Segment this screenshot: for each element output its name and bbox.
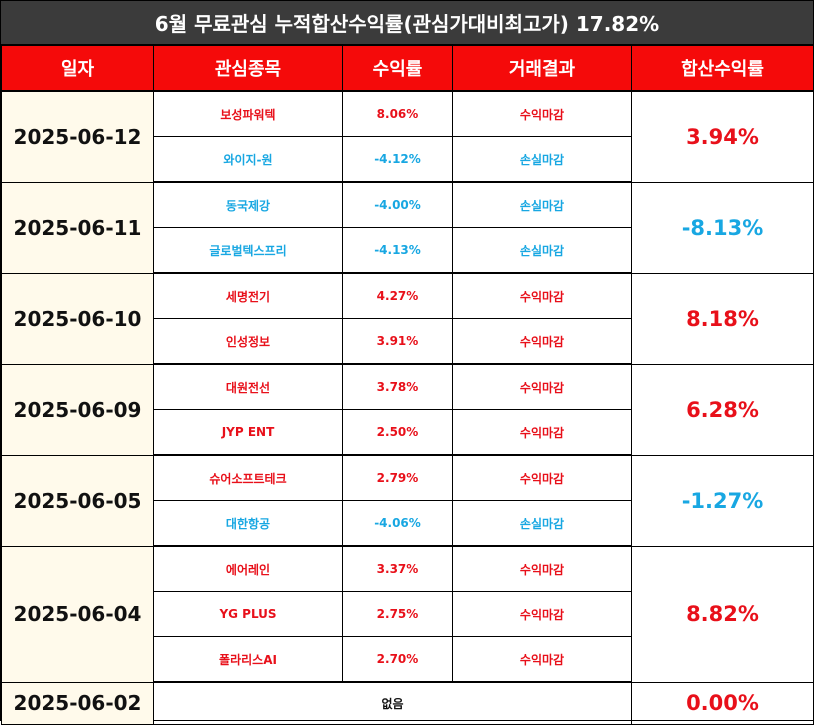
result-cell: 손실마감	[452, 136, 632, 183]
return-cell: 3.91%	[342, 318, 453, 365]
stock-name-cell: 에어레인	[153, 545, 343, 592]
returns-table: 일자 관심종목 수익률 거래결과 합산수익률 2025-06-12 보성파워텍 8.…	[1, 46, 814, 725]
total-return-cell: -1.27%	[631, 454, 814, 547]
stock-name-cell: YG PLUS	[153, 591, 343, 637]
return-cell: 4.27%	[342, 272, 453, 319]
table-body: 2025-06-12 보성파워텍 8.06% 수익마감 3.94% 와이지-원 -4.12%…	[1, 90, 814, 725]
stock-name-cell: 대원전선	[153, 363, 343, 410]
stock-name-cell: 와이지-원	[153, 136, 343, 183]
return-cell: -4.06%	[342, 500, 453, 547]
result-cell: 수익마감	[452, 636, 632, 683]
return-cell: 2.50%	[342, 409, 453, 456]
result-cell: 수익마감	[452, 545, 632, 592]
result-cell: 손실마감	[452, 181, 632, 228]
table-row: 인성정보 3.91% 수익마감	[2, 318, 814, 365]
result-cell: 손실마감	[452, 500, 632, 547]
table-row: 와이지-원 -4.12% 손실마감	[2, 136, 814, 183]
header-date: 일자	[1, 46, 154, 92]
table-row: 2025-06-12 보성파워텍 8.06% 수익마감 3.94%	[1, 90, 814, 183]
no-picks-cell: 없음	[153, 681, 632, 725]
return-cell: 2.79%	[342, 454, 453, 501]
result-cell: 수익마감	[452, 318, 632, 365]
return-cell: -4.13%	[342, 227, 453, 274]
stock-name-cell: JYP ENT	[153, 409, 343, 456]
header-total: 합산수익률	[631, 46, 814, 92]
date-cell: 2025-06-04	[1, 545, 154, 683]
result-cell: 수익마감	[452, 454, 632, 501]
stock-name-cell: 글로벌텍스프리	[153, 227, 343, 274]
stock-name-cell: 동국제강	[153, 181, 343, 228]
date-cell: 2025-06-12	[1, 90, 154, 183]
return-cell: 2.70%	[342, 636, 453, 683]
table-row: 2025-06-10 세명전기 4.27% 수익마감 8.18%	[1, 272, 814, 365]
table-row: 2025-06-02 없음 0.00%	[1, 681, 814, 725]
result-cell: 수익마감	[452, 90, 632, 137]
total-return-cell: 8.18%	[631, 272, 814, 365]
stock-name-cell: 보성파워텍	[153, 90, 343, 137]
stock-name-cell: 세명전기	[153, 272, 343, 319]
return-cell: 8.06%	[342, 90, 453, 137]
stock-name-cell: 폴라리스AI	[153, 636, 343, 683]
stock-name-cell: 인성정보	[153, 318, 343, 365]
table-row: 2025-06-09 대원전선 3.78% 수익마감 6.28%	[1, 363, 814, 456]
table-row: 대한항공 -4.06% 손실마감	[2, 500, 814, 547]
date-cell: 2025-06-05	[1, 454, 154, 547]
table-row: 2025-06-05 슈어소프트테크 2.79% 수익마감 -1.27%	[1, 454, 814, 547]
total-return-cell: 3.94%	[631, 90, 814, 183]
date-cell: 2025-06-09	[1, 363, 154, 456]
result-cell: 수익마감	[452, 591, 632, 637]
table-row: JYP ENT 2.50% 수익마감	[2, 409, 814, 456]
table-title: 6월 무료관심 누적합산수익률(관심가대비최고가) 17.82%	[1, 1, 813, 46]
header-result: 거래결과	[452, 46, 632, 92]
return-cell: 3.78%	[342, 363, 453, 410]
stock-name-cell: 대한항공	[153, 500, 343, 547]
table-row: 2025-06-11 동국제강 -4.00% 손실마감 -8.13%	[1, 181, 814, 274]
total-return-cell: 8.82%	[631, 545, 814, 683]
date-cell: 2025-06-11	[1, 181, 154, 274]
return-cell: 2.75%	[342, 591, 453, 637]
total-return-cell: 0.00%	[631, 681, 814, 725]
return-cell: -4.00%	[342, 181, 453, 228]
return-cell: 3.37%	[342, 545, 453, 592]
table-row: 2025-06-04 에어레인 3.37% 수익마감 8.82%	[1, 545, 814, 683]
result-cell: 수익마감	[452, 272, 632, 319]
date-cell: 2025-06-02	[1, 681, 154, 725]
header-stock: 관심종목	[153, 46, 343, 92]
total-return-cell: -8.13%	[631, 181, 814, 274]
date-cell: 2025-06-10	[1, 272, 154, 365]
result-cell: 수익마감	[452, 409, 632, 456]
return-cell: -4.12%	[342, 136, 453, 183]
table-row: 폴라리스AI 2.70% 수익마감	[2, 636, 814, 683]
table-row: YG PLUS 2.75% 수익마감	[2, 591, 814, 637]
header-row: 일자 관심종목 수익률 거래결과 합산수익률	[1, 46, 814, 92]
header-return: 수익률	[342, 46, 453, 92]
result-cell: 수익마감	[452, 363, 632, 410]
table-row: 글로벌텍스프리 -4.13% 손실마감	[2, 227, 814, 274]
result-cell: 손실마감	[452, 227, 632, 274]
total-return-cell: 6.28%	[631, 363, 814, 456]
stock-name-cell: 슈어소프트테크	[153, 454, 343, 501]
